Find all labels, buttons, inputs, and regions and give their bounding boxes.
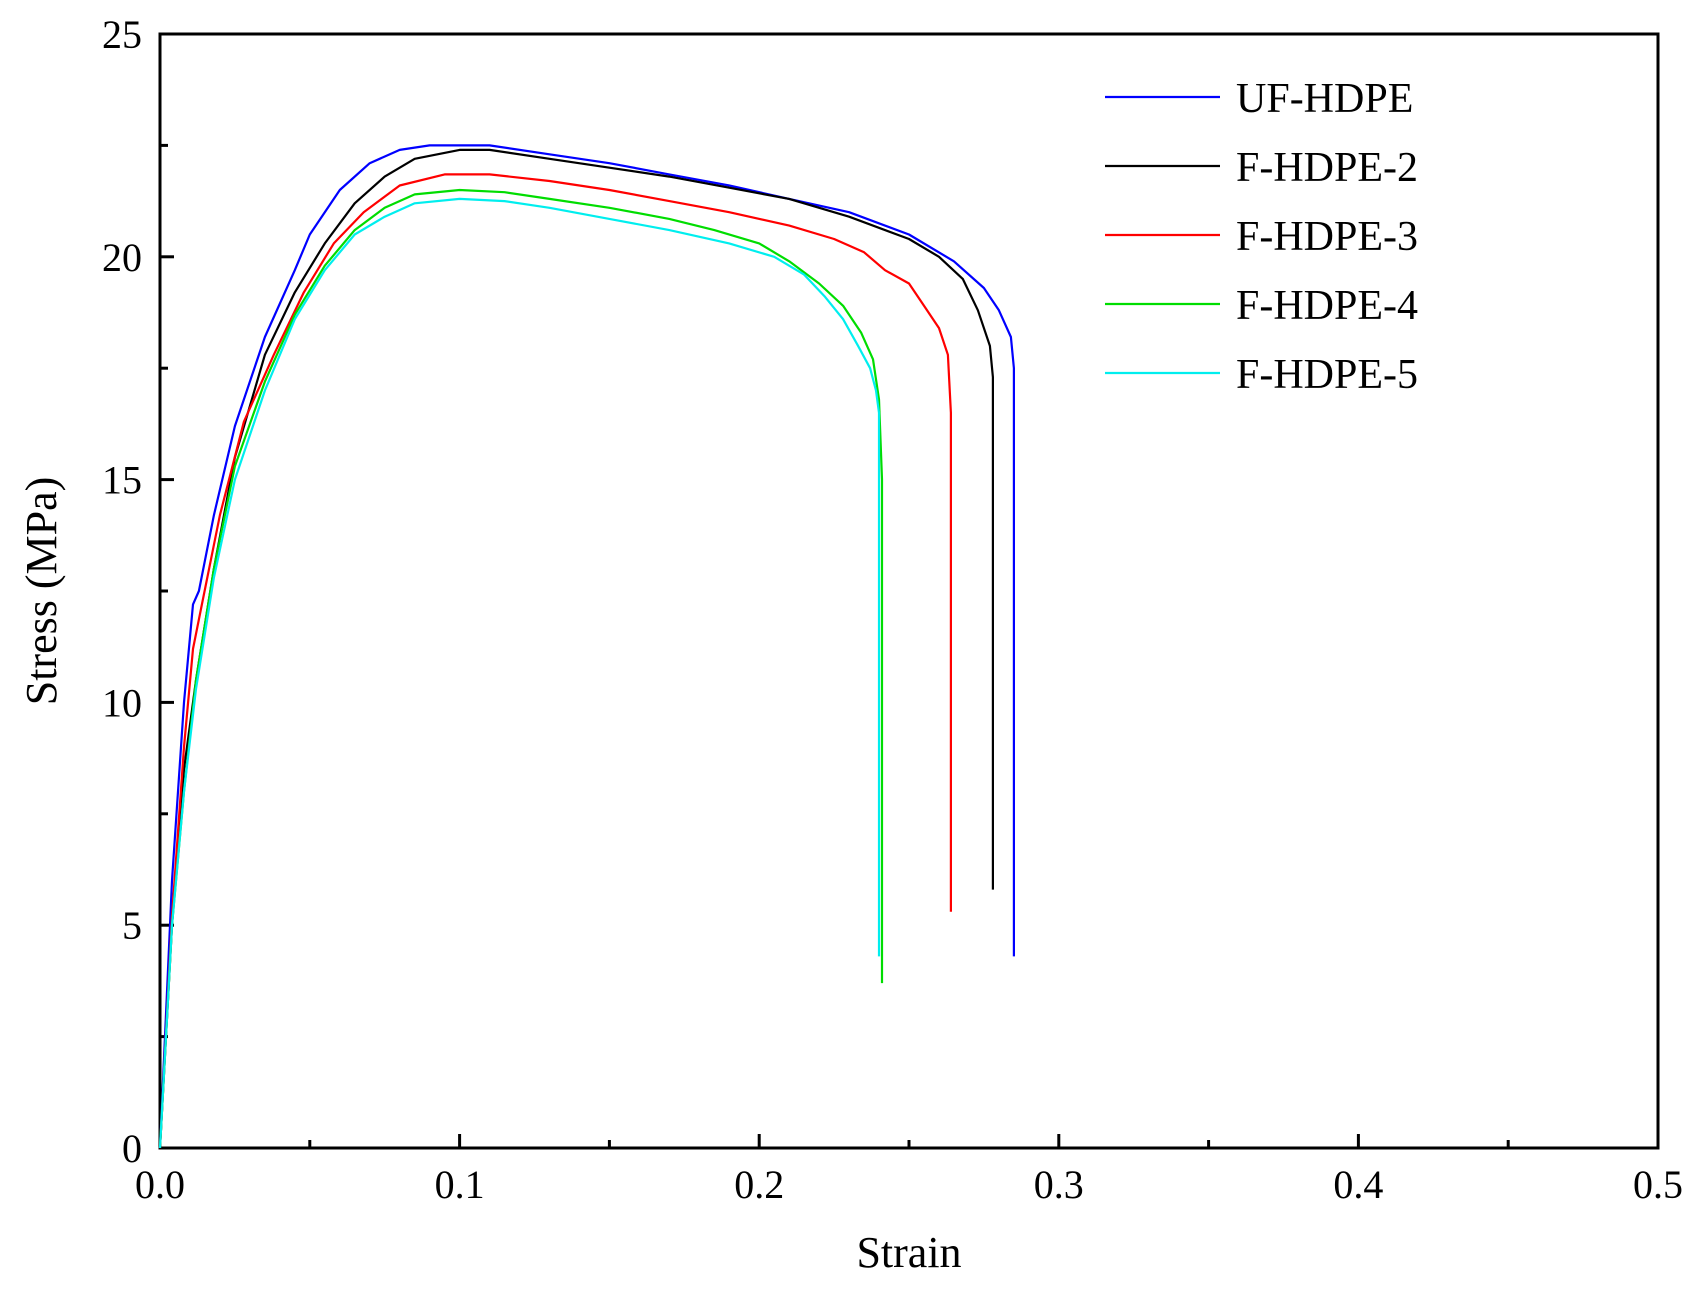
series-line-f-hdpe-5 [158,197,881,1149]
axis-tick-labels: 0.0 0.1 0.2 0.3 0.4 0.5 0 5 10 15 20 25 [102,12,1683,1207]
y-tick-label: 15 [102,458,142,503]
x-tick-label: 0.3 [1034,1162,1084,1207]
plot-area-frame [158,32,1660,1150]
legend-label: UF-HDPE [1236,76,1413,122]
legend: UF-HDPE F-HDPE-2 F-HDPE-3 F-HDPE-4 F-HDPE-5 [1105,76,1418,398]
x-tick-label: 0.4 [1333,1162,1383,1207]
series-line-f-hdpe-2 [158,148,994,1149]
legend-label: F-HDPE-4 [1236,283,1418,329]
y-tick-label: 5 [122,903,142,948]
y-tick-label: 25 [102,12,142,57]
series-line-f-hdpe-3 [158,173,952,1149]
legend-label: F-HDPE-5 [1236,352,1418,398]
series-line-f-hdpe-4 [158,188,884,1149]
axis-ticks [158,32,1660,1150]
y-tick-label: 20 [102,235,142,280]
x-tick-label: 0.2 [734,1162,784,1207]
series-lines [158,144,1015,1149]
series-line-uf-hdpe [158,144,1015,1149]
y-tick-label: 10 [102,680,142,725]
y-axis-title: Stress (MPa) [17,477,66,706]
x-axis-title: Strain [856,1228,961,1277]
legend-label: F-HDPE-3 [1236,214,1418,260]
x-tick-label: 0.0 [135,1162,185,1207]
x-tick-label: 0.1 [435,1162,485,1207]
x-tick-label: 0.5 [1633,1162,1683,1207]
legend-label: F-HDPE-2 [1236,145,1418,191]
y-tick-label: 0 [122,1126,142,1171]
